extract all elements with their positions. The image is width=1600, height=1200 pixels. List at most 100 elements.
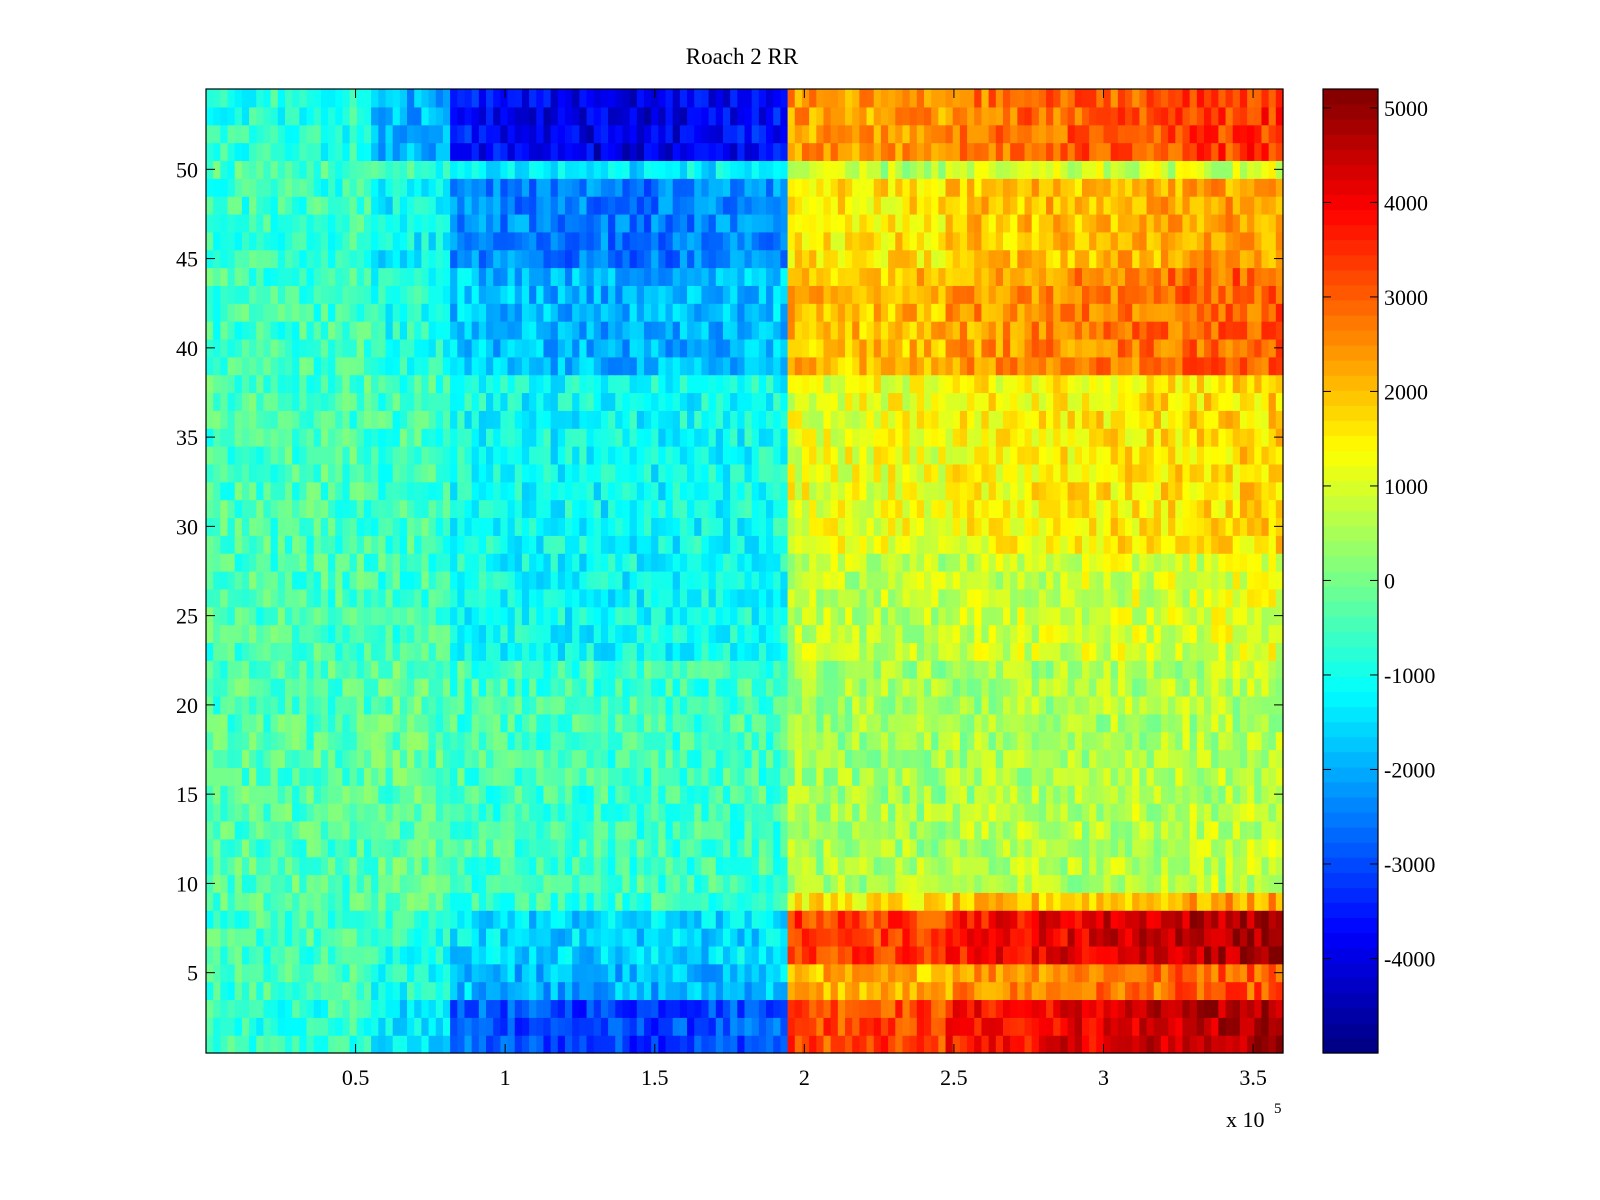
heatmap-cell [809, 481, 817, 501]
heatmap-cell [823, 678, 832, 697]
heatmap-cell [916, 910, 925, 929]
heatmap-cell [1103, 517, 1112, 536]
heatmap-cell [457, 588, 466, 608]
heatmap-cell [837, 535, 846, 554]
heatmap-cell [550, 588, 559, 608]
heatmap-cell [701, 571, 710, 590]
heatmap-cell [1153, 606, 1162, 626]
heatmap-cell [931, 928, 939, 947]
heatmap-cell [830, 910, 839, 929]
heatmap-cell [292, 999, 300, 1018]
heatmap-cell [543, 803, 552, 822]
heatmap-cell [284, 660, 293, 679]
heatmap-cell [1211, 535, 1219, 554]
heatmap-cell [1103, 606, 1112, 626]
heatmap-cell [687, 928, 695, 947]
heatmap-cell [1132, 856, 1140, 876]
heatmap-cell [521, 535, 530, 554]
heatmap-cell [665, 963, 674, 983]
heatmap-cell [363, 624, 372, 644]
heatmap-cell [1067, 642, 1076, 661]
heatmap-cell [1153, 695, 1162, 715]
heatmap-cell [687, 820, 695, 840]
heatmap-cell [299, 803, 308, 822]
heatmap-cell [866, 463, 875, 483]
heatmap-cell [1247, 678, 1255, 697]
heatmap-cell [442, 749, 451, 768]
heatmap-cell [206, 731, 214, 751]
heatmap-cell [780, 820, 789, 840]
heatmap-cell [974, 660, 983, 679]
heatmap-cell [931, 892, 939, 911]
heatmap-cell [579, 553, 588, 572]
heatmap-cell [701, 928, 710, 947]
heatmap-cell [888, 535, 896, 554]
heatmap-cell [586, 463, 595, 483]
heatmap-cell [507, 1017, 516, 1036]
heatmap-cell [349, 803, 358, 822]
heatmap-cell [457, 731, 466, 751]
heatmap-cell [737, 463, 746, 483]
heatmap-cell [1125, 1017, 1133, 1036]
heatmap-cell [586, 945, 595, 965]
heatmap-cell [1189, 463, 1198, 483]
heatmap-cell [306, 1017, 315, 1036]
heatmap-cell [981, 803, 990, 822]
heatmap-cell [1010, 642, 1018, 661]
heatmap-cell [1189, 767, 1198, 786]
heatmap-cell [1160, 928, 1169, 947]
heatmap-cell [1060, 588, 1069, 608]
heatmap-cell [493, 963, 501, 983]
heatmap-cell [1168, 910, 1176, 929]
heatmap-cell [1096, 892, 1105, 911]
heatmap-cell [1182, 571, 1191, 590]
heatmap-cell [421, 713, 430, 733]
heatmap-cell [521, 481, 530, 501]
heatmap-cell [557, 999, 566, 1018]
heatmap-cell [873, 928, 882, 947]
heatmap-cell [407, 499, 415, 519]
heatmap-cell [615, 731, 624, 751]
heatmap-cell [708, 660, 717, 679]
heatmap-cell [823, 731, 832, 751]
heatmap-cell [464, 767, 473, 786]
heatmap-cell [974, 731, 983, 751]
heatmap-cell [593, 892, 602, 911]
heatmap-cell [586, 963, 595, 983]
heatmap-cell [1218, 892, 1227, 911]
heatmap-cell [593, 981, 602, 1001]
heatmap-cell [1254, 874, 1263, 893]
heatmap-cell [442, 713, 451, 733]
heatmap-cell [600, 963, 609, 983]
heatmap-cell [1031, 1017, 1040, 1036]
heatmap-cell [959, 999, 968, 1018]
heatmap-cell [363, 588, 372, 608]
heatmap-cell [658, 1035, 667, 1054]
heatmap-cell [909, 695, 918, 715]
heatmap-cell [1139, 499, 1148, 519]
heatmap-cell [1218, 874, 1227, 893]
heatmap-cell [651, 481, 659, 501]
heatmap-cell [837, 963, 846, 983]
heatmap-cell [486, 820, 494, 840]
heatmap-cell [1046, 785, 1054, 804]
heatmap-cell [220, 446, 229, 465]
heatmap-cell [270, 910, 279, 929]
heatmap-cell [737, 731, 746, 751]
heatmap-cell [1125, 945, 1133, 965]
heatmap-cell [830, 499, 839, 519]
heatmap-cell [471, 928, 480, 947]
heatmap-cell [830, 606, 839, 626]
heatmap-cell [780, 749, 789, 768]
heatmap-cell [981, 838, 990, 858]
heatmap-cell [845, 999, 853, 1018]
heatmap-cell [1060, 481, 1069, 501]
heatmap-cell [1096, 945, 1105, 965]
heatmap-cell [270, 1035, 279, 1054]
heatmap-cell [1268, 856, 1277, 876]
heatmap-cell [521, 999, 530, 1018]
heatmap-cell [1067, 820, 1076, 840]
heatmap-cell [543, 1035, 552, 1054]
heatmap-cell [995, 767, 1004, 786]
heatmap-cell [565, 749, 573, 768]
